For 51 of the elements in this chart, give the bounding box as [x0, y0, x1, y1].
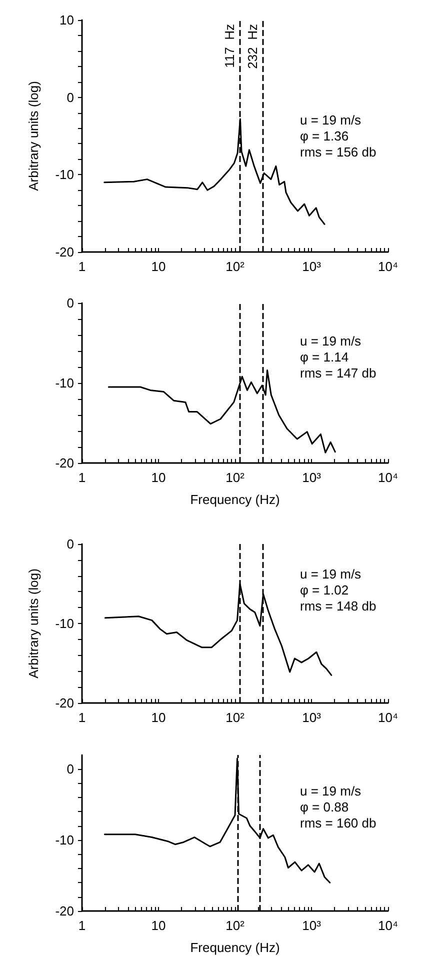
- y-tick-label: -10: [55, 167, 74, 182]
- y-axis-title: Arbitrary units (log): [26, 568, 41, 678]
- annotation: rms = 156 db: [300, 144, 376, 160]
- x-tick-label: 10²: [226, 259, 246, 274]
- ref-line-label: 232 Hz: [244, 24, 260, 69]
- x-tick-label: 10: [151, 470, 166, 485]
- annotation: φ = 0.88: [300, 800, 349, 814]
- x-axis-title: Frequency (Hz): [190, 492, 280, 507]
- annotation: u = 19 m/s: [300, 334, 362, 348]
- y-tick-label: 0: [66, 296, 74, 310]
- y-tick-label: -20: [55, 696, 74, 710]
- x-tick-label: 10⁴: [378, 918, 398, 933]
- x-tick-label: 10³: [302, 259, 322, 274]
- x-tick-label: 10: [151, 918, 166, 933]
- y-tick-label: -20: [55, 904, 74, 918]
- y-tick-label: 0: [66, 762, 74, 777]
- x-tick-label: 10²: [226, 470, 246, 485]
- x-tick-label: 1: [78, 259, 86, 274]
- x-tick-label: 1: [78, 470, 86, 485]
- annotation: u = 19 m/s: [300, 566, 362, 582]
- annotation: φ = 1.36: [300, 128, 349, 144]
- annotation: rms = 147 db: [300, 366, 376, 380]
- annotation: φ = 1.02: [300, 582, 349, 598]
- y-tick-label: -20: [55, 244, 74, 260]
- y-tick-label: 0: [66, 90, 74, 105]
- x-axis-title: Frequency (Hz): [190, 940, 280, 955]
- y-tick-label: 0: [66, 536, 74, 552]
- x-tick-label: 10⁴: [378, 710, 398, 725]
- y-tick-label: 10: [60, 12, 74, 28]
- y-tick-label: -10: [55, 376, 74, 390]
- x-tick-label: 1: [78, 710, 86, 725]
- x-tick-label: 10³: [302, 918, 322, 933]
- annotation: rms = 148 db: [300, 598, 376, 614]
- x-tick-label: 10⁴: [378, 259, 398, 274]
- annotation: u = 19 m/s: [300, 784, 362, 798]
- annotation: rms = 160 db: [300, 816, 376, 830]
- x-tick-label: 10²: [226, 710, 246, 725]
- y-tick-label: -10: [55, 616, 74, 631]
- x-tick-label: 10: [151, 259, 166, 274]
- x-tick-label: 10³: [302, 470, 322, 485]
- y-tick-label: -10: [55, 832, 74, 848]
- annotation: u = 19 m/s: [300, 112, 362, 128]
- x-tick-label: 10²: [226, 918, 246, 933]
- annotation: φ = 1.14: [300, 350, 349, 364]
- x-tick-label: 10³: [302, 710, 322, 725]
- x-tick-label: 1: [78, 918, 86, 933]
- y-axis-title: Arbitrary units (log): [26, 81, 41, 191]
- y-tick-label: -20: [55, 456, 74, 470]
- ref-line-label: 117 Hz: [222, 24, 238, 68]
- x-tick-label: 10⁴: [378, 470, 398, 485]
- x-tick-label: 10: [151, 710, 166, 725]
